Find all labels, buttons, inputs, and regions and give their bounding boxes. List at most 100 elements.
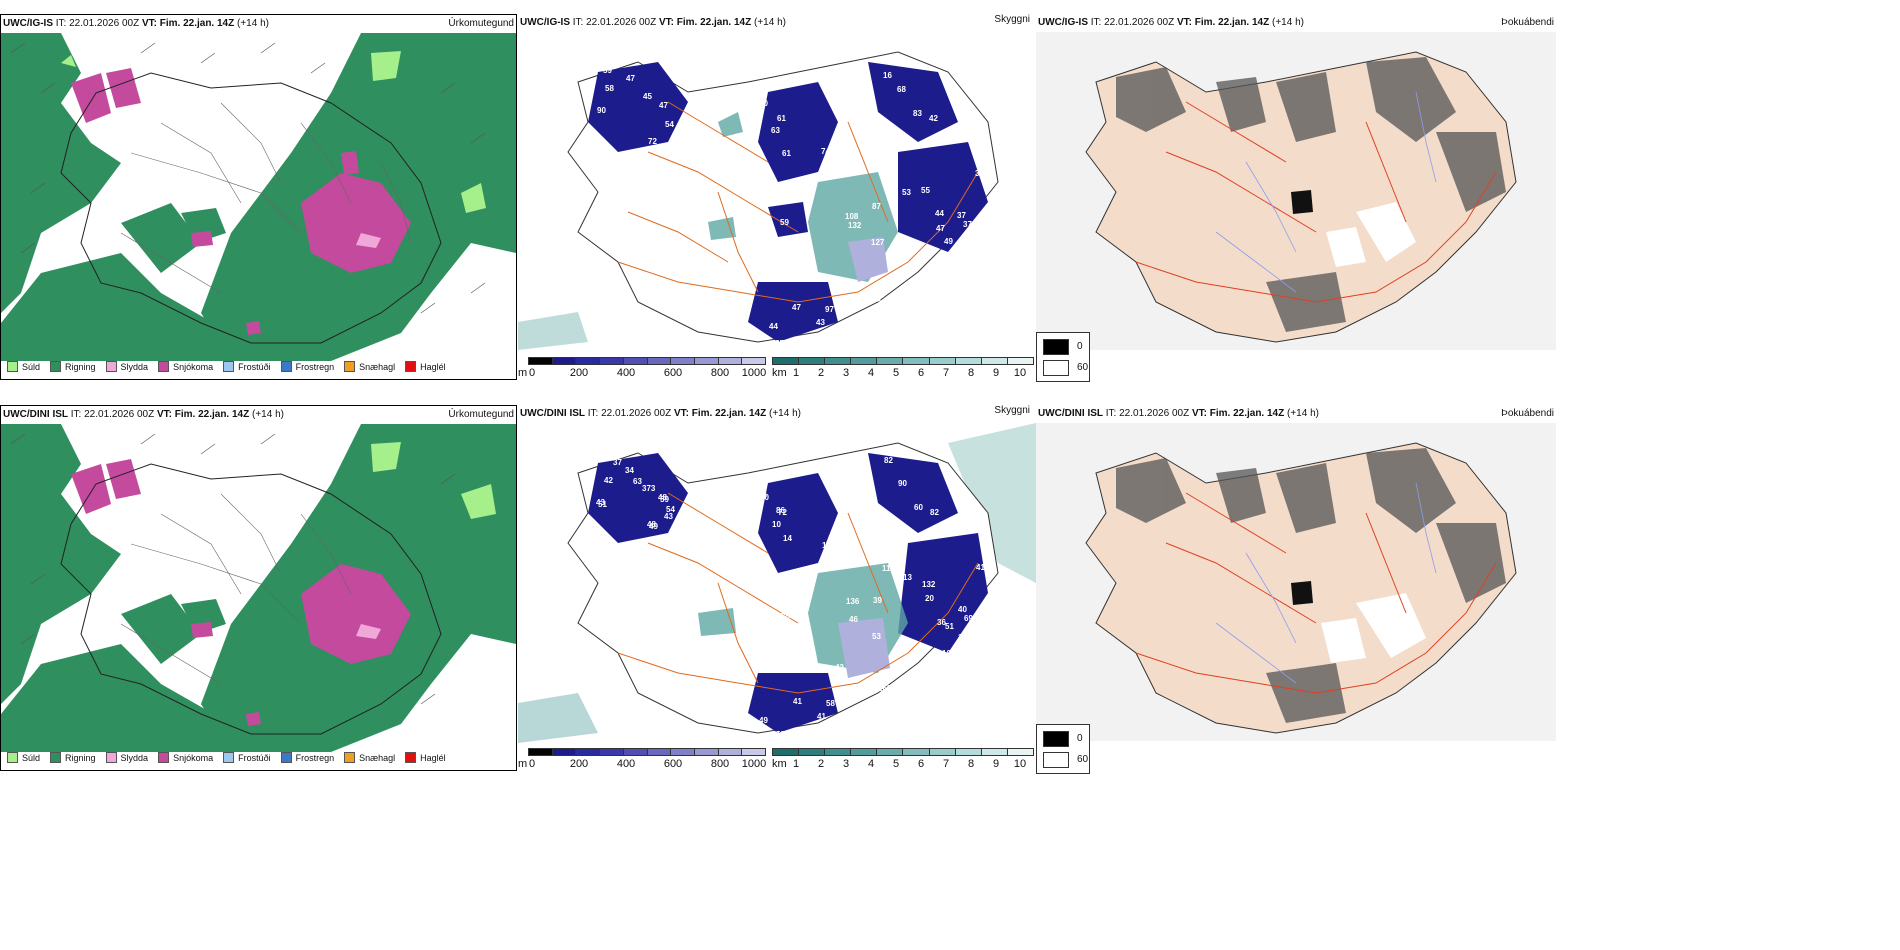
ceiling-value-label: 63 xyxy=(771,126,780,135)
ceiling-value-label: 48 xyxy=(658,493,667,502)
ceiling-value-label: 24 xyxy=(775,339,784,348)
ceiling-value-label: 82 xyxy=(884,456,893,465)
visibility-unit: km xyxy=(772,367,787,379)
ceiling-value-label: 42 xyxy=(923,286,932,295)
panel-header: UWC/IG-IS IT: 22.01.2026 00Z VT: Fim. 22… xyxy=(1038,17,1304,29)
ceiling-tick: 1000 xyxy=(741,758,767,770)
ceiling-value-label: 39 xyxy=(951,266,960,275)
model-name: UWC/DINI ISL xyxy=(520,408,585,419)
colorbar-segment xyxy=(955,749,982,755)
colorbar-segment xyxy=(576,749,601,755)
ceiling-value-label: 64 xyxy=(654,145,663,154)
ceiling-value-label: 373 xyxy=(642,484,656,493)
ceiling-value-label: 37 xyxy=(957,211,966,220)
visibility-tick: 8 xyxy=(967,758,975,770)
ceiling-value-label: 73 xyxy=(847,82,856,91)
visibility-tick: 2 xyxy=(817,758,825,770)
init-time: IT: 22.01.2026 00Z xyxy=(55,18,140,29)
ceiling-value-label: 47 xyxy=(792,303,801,312)
colorbar-segment xyxy=(929,358,956,364)
lead-time: (+14 h) xyxy=(252,409,284,420)
valid-label: VT: xyxy=(1176,17,1192,28)
legend-item-freezing-drizzle: Frostúði xyxy=(223,752,271,763)
colorbar-segment xyxy=(694,358,719,364)
ceiling-tick: 600 xyxy=(663,367,683,379)
visibility-colorbar: km 1 2 3 4 5 6 7 8 9 10 xyxy=(772,748,1036,771)
visibility-tick: 9 xyxy=(992,367,1000,379)
ceiling-value-label: 49 xyxy=(944,237,953,246)
legend-swatch xyxy=(158,361,170,372)
panel-title: Þokuábendi xyxy=(1501,17,1554,28)
legend-swatch xyxy=(344,752,356,763)
colorbar-segment xyxy=(600,749,624,755)
precip-type-map xyxy=(1,33,516,361)
ceiling-value-label: 62 xyxy=(941,255,950,264)
valid-time: Fim. 22.jan. 14Z xyxy=(1209,408,1285,419)
valid-time: Fim. 22.jan. 14Z xyxy=(159,18,235,29)
ceiling-value-label: 74 xyxy=(821,147,830,156)
ceiling-unit: m xyxy=(518,367,528,379)
fog-legend-swatch-black xyxy=(1043,731,1069,747)
legend-swatch xyxy=(280,752,292,763)
ceiling-value-label: 93 xyxy=(833,168,842,177)
panel-header: UWC/DINI ISL IT: 22.01.2026 00Z VT: Fim.… xyxy=(1038,408,1319,420)
ceiling-value-label: 20 xyxy=(925,594,934,603)
visibility-unit: km xyxy=(772,758,787,770)
colorbar-segment xyxy=(623,749,648,755)
visibility-tick: 2 xyxy=(817,367,825,379)
ceiling-value-label: 60 xyxy=(914,503,923,512)
panel-header: UWC/DINI ISL IT: 22.01.2026 00Z VT: Fim.… xyxy=(3,409,284,421)
ceiling-value-label: 40 xyxy=(927,672,936,681)
panel-header: UWC/DINI ISL IT: 22.01.2026 00Z VT: Fim.… xyxy=(520,408,801,420)
ceiling-value-label: 40 xyxy=(958,605,967,614)
fog-map xyxy=(1036,32,1556,350)
ceiling-value-label: 132 xyxy=(848,221,862,230)
ceiling-value-label: 126 xyxy=(924,680,938,689)
visibility-tick: 5 xyxy=(892,758,900,770)
colorbar-segment xyxy=(552,749,577,755)
ceiling-value-label: 37 xyxy=(613,458,622,467)
ceiling-value-label: 63 xyxy=(633,477,642,486)
colorbar-segment xyxy=(981,749,1008,755)
legend-item-sleet: Slydda xyxy=(105,752,148,763)
visibility-bar xyxy=(772,357,1034,365)
legend-swatch xyxy=(105,361,117,372)
fog-panel-bottom: UWC/DINI ISL IT: 22.01.2026 00Z VT: Fim.… xyxy=(1036,405,1556,771)
valid-label: VT: xyxy=(1191,408,1207,419)
ceiling-value-label: 75 xyxy=(781,612,790,621)
ceiling-value-label: 87 xyxy=(872,202,881,211)
ceiling-value-label: 59 xyxy=(780,218,789,227)
visibility-tick: 7 xyxy=(942,367,950,379)
ceiling-value-label: 16 xyxy=(883,71,892,80)
legend-swatch xyxy=(223,752,235,763)
ceiling-tick: 0 xyxy=(528,758,536,770)
fog-legend-bottom: 0 60 xyxy=(1036,724,1090,774)
colorbar-segment xyxy=(576,358,601,364)
visibility-tick: 3 xyxy=(842,758,850,770)
colorbar-segment xyxy=(851,358,878,364)
ceiling-value-label: 100 xyxy=(822,541,836,550)
ceiling-value-label: 72 xyxy=(778,508,787,517)
model-name: UWC/IG-IS xyxy=(1038,17,1088,28)
ceiling-value-label: 80 xyxy=(848,476,857,485)
legend-swatch xyxy=(223,361,235,372)
ceiling-value-label: 44 xyxy=(769,322,778,331)
ceiling-value-label: 51 xyxy=(598,500,607,509)
ceiling-value-label: 80 xyxy=(760,493,769,502)
fog-panel-top: UWC/IG-IS IT: 22.01.2026 00Z VT: Fim. 22… xyxy=(1036,14,1556,380)
ceiling-value-label: 14 xyxy=(783,534,792,543)
ceiling-value-label: 58 xyxy=(605,84,614,93)
visibility-tick: 6 xyxy=(917,367,925,379)
colorbar-segment xyxy=(529,358,553,364)
fog-legend-top-label: 0 xyxy=(1077,733,1083,744)
ceiling-value-label: 168 xyxy=(878,684,892,693)
panel-header: UWC/IG-IS IT: 22.01.2026 00Z VT: Fim. 22… xyxy=(3,18,269,30)
precip-type-map xyxy=(1,424,516,752)
legend-item-drizzle: Súld xyxy=(7,361,40,372)
visibility-tick: 3 xyxy=(842,367,850,379)
ceiling-value-label: 11 xyxy=(873,159,882,168)
ceiling-value-label: 136 xyxy=(846,597,860,606)
ceiling-value-label: 43 xyxy=(957,248,966,257)
model-name: UWC/DINI ISL xyxy=(1038,408,1103,419)
legend-item-hail: Haglél xyxy=(405,361,446,372)
